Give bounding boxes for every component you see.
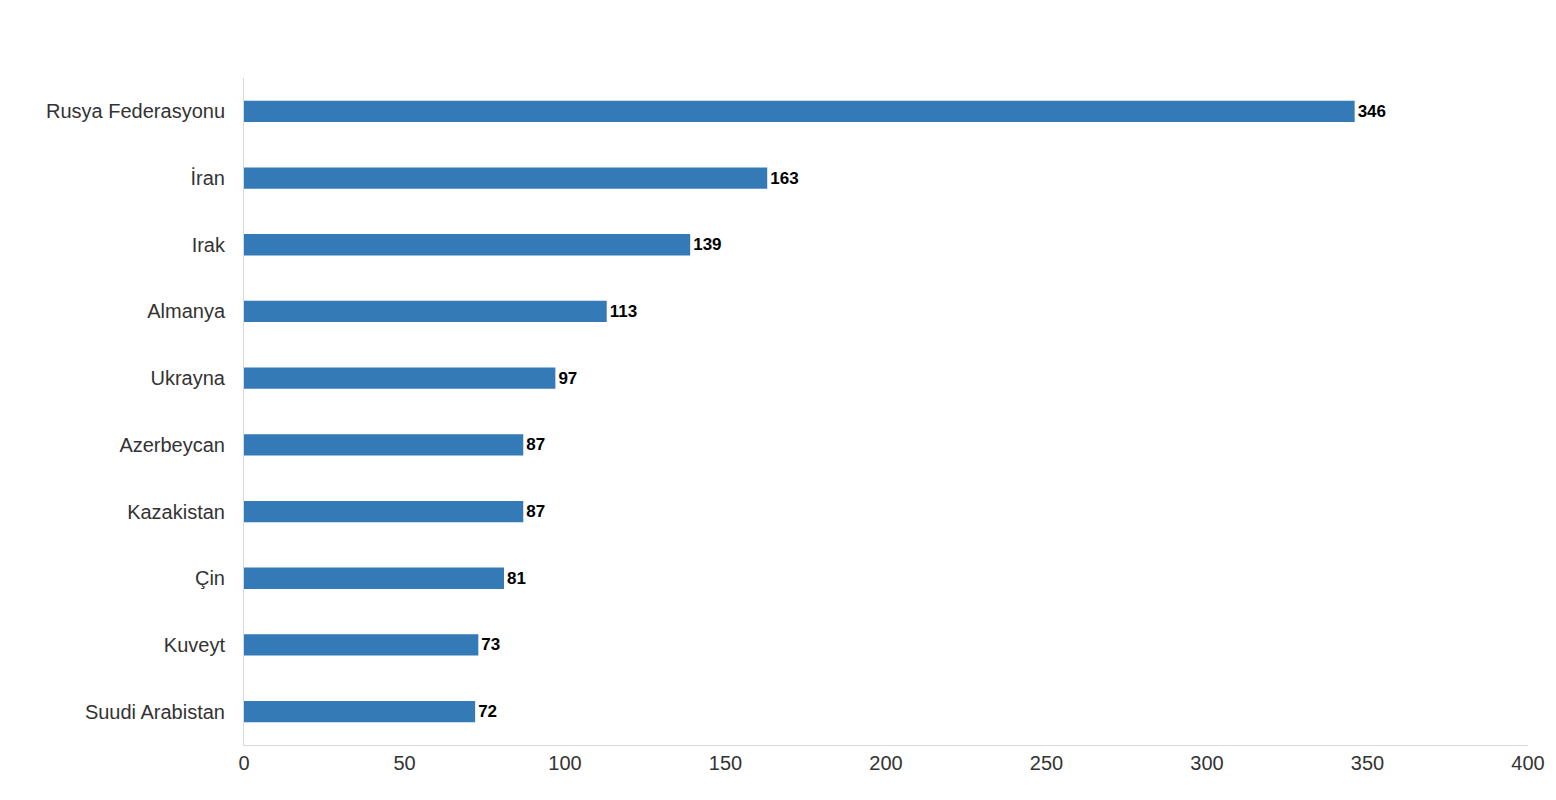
svg-text:400: 400 [1511, 752, 1544, 774]
svg-text:163: 163 [770, 169, 798, 188]
svg-text:100: 100 [548, 752, 581, 774]
svg-text:81: 81 [507, 569, 526, 588]
svg-text:300: 300 [1190, 752, 1223, 774]
svg-text:Çin: Çin [195, 567, 225, 589]
svg-text:97: 97 [558, 369, 577, 388]
svg-text:Rusya Federasyonu: Rusya Federasyonu [46, 100, 225, 122]
svg-text:Almanya: Almanya [147, 300, 226, 322]
svg-text:72: 72 [478, 702, 497, 721]
svg-text:139: 139 [693, 235, 721, 254]
svg-text:350: 350 [1351, 752, 1384, 774]
svg-text:Azerbeycan: Azerbeycan [119, 434, 225, 456]
svg-text:Kuveyt: Kuveyt [164, 634, 226, 656]
svg-text:Suudi Arabistan: Suudi Arabistan [85, 701, 225, 723]
svg-text:0: 0 [238, 752, 249, 774]
svg-text:200: 200 [869, 752, 902, 774]
svg-text:346: 346 [1358, 102, 1386, 121]
svg-text:87: 87 [526, 435, 545, 454]
svg-text:İran: İran [191, 167, 225, 189]
svg-text:250: 250 [1030, 752, 1063, 774]
svg-text:50: 50 [393, 752, 415, 774]
svg-text:Kazakistan: Kazakistan [127, 501, 225, 523]
svg-text:113: 113 [610, 302, 637, 321]
svg-text:Irak: Irak [192, 234, 226, 256]
svg-text:87: 87 [526, 502, 545, 521]
svg-text:73: 73 [481, 635, 500, 654]
svg-text:Ukrayna: Ukrayna [151, 367, 226, 389]
svg-text:150: 150 [709, 752, 742, 774]
